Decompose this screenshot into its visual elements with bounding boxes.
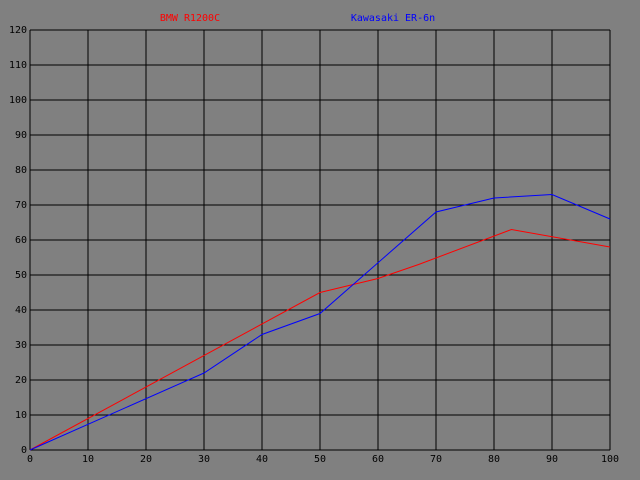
x-tick-label: 80 [488, 454, 500, 465]
x-tick-label: 20 [140, 454, 152, 465]
y-tick-label: 10 [15, 410, 27, 421]
x-tick-label: 0 [27, 454, 33, 465]
x-tick-label: 40 [256, 454, 268, 465]
y-tick-label: 20 [15, 375, 27, 386]
legend-label: Kawasaki ER-6n [351, 13, 435, 24]
y-tick-label: 90 [15, 130, 27, 141]
y-tick-label: 70 [15, 200, 27, 211]
series-line [29, 193, 611, 451]
series-line [29, 228, 611, 451]
x-tick-label: 90 [546, 454, 558, 465]
y-tick-label: 60 [15, 235, 27, 246]
legend-label: BMW R1200C [160, 13, 220, 24]
x-tick-label: 60 [372, 454, 384, 465]
x-tick-label: 30 [198, 454, 210, 465]
y-tick-label: 50 [15, 270, 27, 281]
x-tick-label: 70 [430, 454, 442, 465]
x-tick-label: 10 [82, 454, 94, 465]
y-tick-label: 30 [15, 340, 27, 351]
y-tick-label: 100 [9, 95, 27, 106]
y-tick-label: 40 [15, 305, 27, 316]
y-tick-label: 80 [15, 165, 27, 176]
y-tick-label: 0 [21, 445, 27, 456]
y-tick-label: 110 [9, 60, 27, 71]
x-tick-label: 100 [601, 454, 619, 465]
x-tick-label: 50 [314, 454, 326, 465]
y-tick-label: 120 [9, 25, 27, 36]
